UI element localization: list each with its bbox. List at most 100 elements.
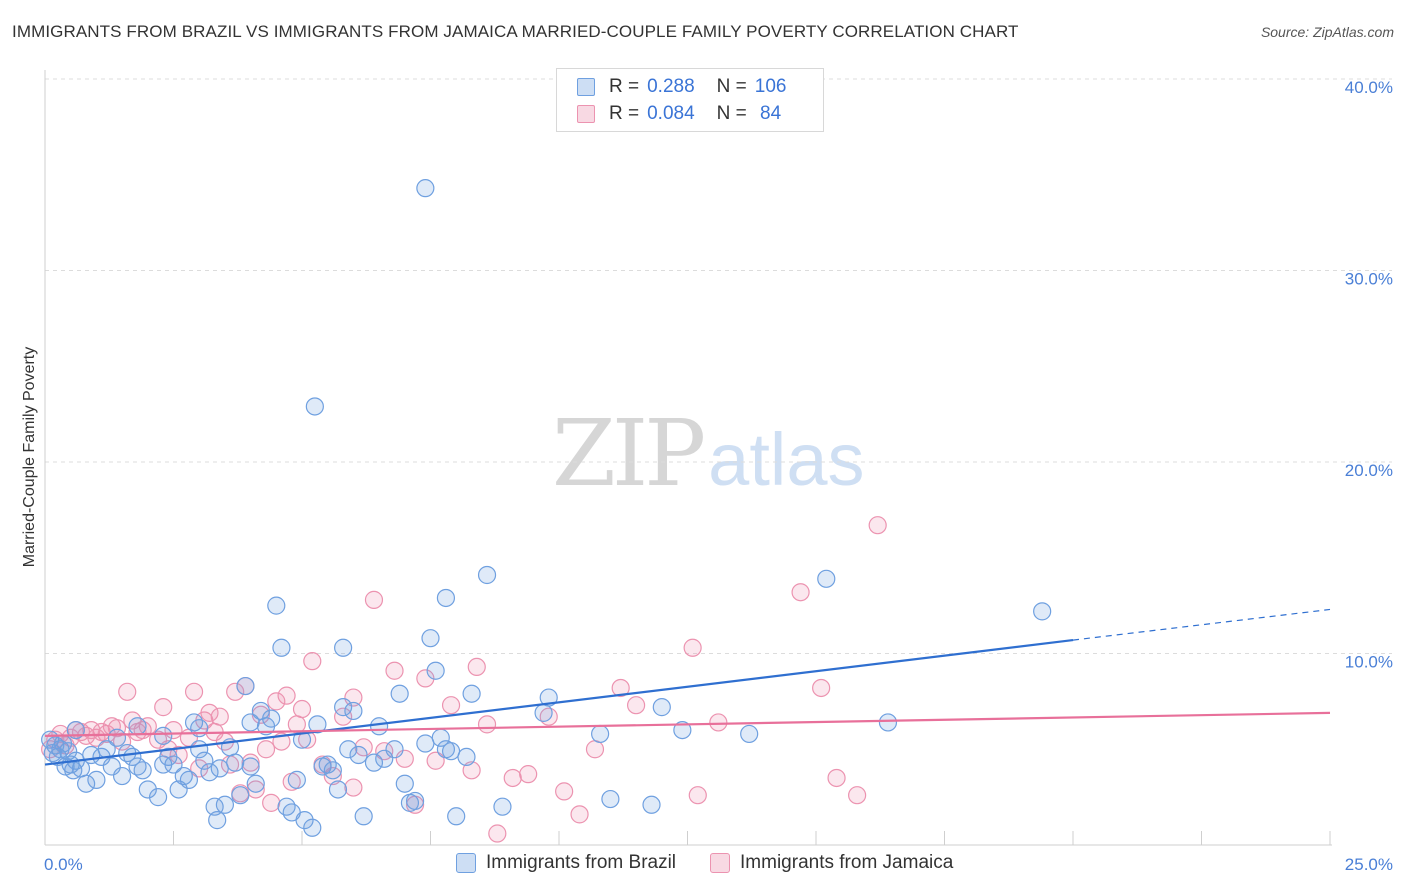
brazil-point[interactable] <box>477 565 497 585</box>
brazil-point[interactable] <box>323 761 342 780</box>
brazil-point[interactable] <box>138 780 157 799</box>
jamaica-point[interactable] <box>344 778 363 797</box>
jamaica-point[interactable] <box>416 669 435 688</box>
brazil-point[interactable] <box>601 789 620 809</box>
jamaica-point[interactable] <box>791 583 810 602</box>
jamaica-point[interactable] <box>292 699 312 719</box>
brazil-point[interactable] <box>148 788 168 807</box>
jamaica-point[interactable] <box>267 692 286 711</box>
brazil-point[interactable] <box>1033 602 1052 621</box>
brazil-point[interactable] <box>195 751 214 770</box>
brazil-point[interactable] <box>112 766 132 786</box>
brazil-point[interactable] <box>241 713 260 732</box>
jamaica-point[interactable] <box>184 682 204 701</box>
brazil-point[interactable] <box>457 747 476 767</box>
brazil-point[interactable] <box>305 397 324 416</box>
jamaica-point[interactable] <box>488 824 507 843</box>
jamaica-point[interactable] <box>226 682 245 701</box>
jamaica-point[interactable] <box>277 686 296 705</box>
jamaica-point[interactable] <box>251 705 270 724</box>
jamaica-point[interactable] <box>118 682 137 701</box>
brazil-point[interactable] <box>133 761 152 780</box>
brazil-point[interactable] <box>246 774 265 793</box>
brazil-point[interactable] <box>87 770 106 789</box>
brazil-point[interactable] <box>295 811 314 830</box>
jamaica-point[interactable] <box>262 793 281 812</box>
brazil-point[interactable] <box>878 713 898 732</box>
brazil-point[interactable] <box>349 745 368 765</box>
brazil-point[interactable] <box>642 795 661 814</box>
brazil-point[interactable] <box>231 786 250 805</box>
brazil-point[interactable] <box>272 638 291 657</box>
jamaica-point[interactable] <box>303 652 322 671</box>
jamaica-point[interactable] <box>87 728 106 747</box>
jamaica-point[interactable] <box>709 713 728 732</box>
jamaica-point[interactable] <box>827 768 846 788</box>
brazil-point[interactable] <box>215 795 234 814</box>
brazil-point[interactable] <box>395 774 414 793</box>
brazil-point[interactable] <box>591 724 610 744</box>
brazil-point[interactable] <box>328 780 348 799</box>
brazil-point[interactable] <box>277 797 296 816</box>
brazil-point[interactable] <box>210 759 229 778</box>
brazil-point[interactable] <box>59 742 78 761</box>
brazil-point[interactable] <box>303 818 322 837</box>
brazil-point[interactable] <box>462 684 481 703</box>
jamaica-point[interactable] <box>868 516 887 535</box>
jamaica-point[interactable] <box>555 782 574 801</box>
brazil-point[interactable] <box>441 742 461 761</box>
jamaica-point[interactable] <box>848 786 867 805</box>
brazil-point[interactable] <box>107 728 127 747</box>
jamaica-point[interactable] <box>154 698 173 717</box>
brazil-point[interactable] <box>200 763 219 782</box>
brazil-point[interactable] <box>405 791 425 811</box>
jamaica-point[interactable] <box>626 696 646 715</box>
jamaica-point[interactable] <box>611 678 630 698</box>
brazil-point[interactable] <box>179 770 199 789</box>
jamaica-point[interactable] <box>585 740 605 759</box>
brazil-point[interactable] <box>267 596 286 615</box>
jamaica-point[interactable] <box>200 703 219 722</box>
brazil-point[interactable] <box>370 717 389 736</box>
brazil-point[interactable] <box>241 757 260 776</box>
brazil-point[interactable] <box>339 740 358 759</box>
brazil-point[interactable] <box>208 811 227 830</box>
brazil-point[interactable] <box>421 629 440 648</box>
brazil-point[interactable] <box>334 638 353 657</box>
brazil-point[interactable] <box>416 179 435 198</box>
brazil-point[interactable] <box>652 698 671 717</box>
legend-item-brazil[interactable]: Immigrants from Brazil <box>456 852 676 874</box>
jamaica-point[interactable] <box>426 751 445 770</box>
jamaica-point[interactable] <box>688 786 707 805</box>
jamaica-point[interactable] <box>385 661 404 680</box>
jamaica-point[interactable] <box>570 805 589 824</box>
jamaica-point[interactable] <box>256 740 276 759</box>
brazil-point[interactable] <box>164 755 183 774</box>
jamaica-point[interactable] <box>441 696 461 715</box>
brazil-point[interactable] <box>154 726 173 745</box>
brazil-point[interactable] <box>226 753 245 772</box>
brazil-point[interactable] <box>390 684 409 703</box>
jamaica-point[interactable] <box>812 678 831 698</box>
jamaica-point[interactable] <box>334 707 353 726</box>
legend-item-jamaica[interactable]: Immigrants from Jamaica <box>710 852 953 874</box>
jamaica-point[interactable] <box>477 715 497 734</box>
brazil-point[interactable] <box>534 703 553 722</box>
brazil-point[interactable] <box>77 774 96 793</box>
brazil-point[interactable] <box>385 740 404 759</box>
brazil-point[interactable] <box>287 770 306 789</box>
brazil-point[interactable] <box>817 569 836 588</box>
brazil-point[interactable] <box>364 753 384 772</box>
brazil-point[interactable] <box>318 755 337 774</box>
brazil-point[interactable] <box>184 713 204 732</box>
jamaica-point[interactable] <box>241 753 260 772</box>
brazil-point[interactable] <box>344 701 363 721</box>
brazil-point[interactable] <box>447 807 466 826</box>
brazil-point[interactable] <box>334 698 353 717</box>
brazil-point[interactable] <box>354 807 373 826</box>
jamaica-point[interactable] <box>107 719 127 738</box>
jamaica-point[interactable] <box>364 590 384 609</box>
brazil-point[interactable] <box>262 709 281 728</box>
brazil-point[interactable] <box>539 688 558 707</box>
brazil-point[interactable] <box>740 724 759 744</box>
